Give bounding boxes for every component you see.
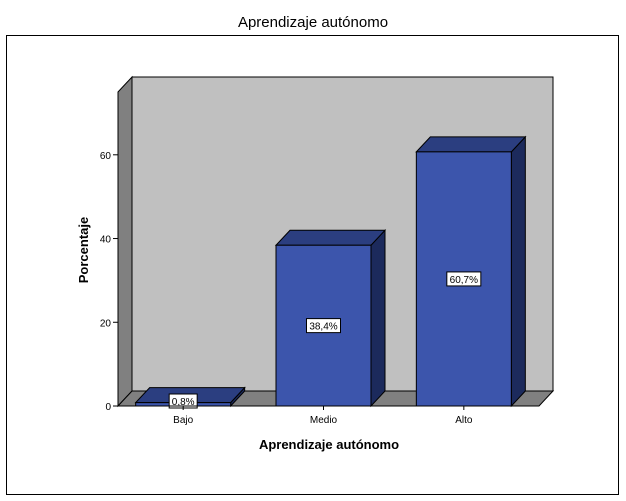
data-label: 60,7% bbox=[450, 275, 478, 286]
data-label: 0,8% bbox=[172, 397, 195, 408]
y-tick-label: 60 bbox=[100, 151, 112, 162]
y-axis-label: Porcentaje bbox=[76, 217, 91, 283]
bar-alto: 60,7% bbox=[415, 135, 527, 408]
bar-side bbox=[370, 228, 386, 408]
bar-bajo: 0,8% bbox=[134, 386, 246, 409]
bar-top bbox=[274, 229, 387, 246]
x-tick-label: Bajo bbox=[173, 415, 193, 426]
y-tick-label: 0 bbox=[105, 402, 111, 413]
bar-medio: 38,4% bbox=[274, 228, 387, 408]
chart-title: Aprendizaje autónomo bbox=[238, 14, 388, 31]
data-label-box bbox=[446, 271, 482, 287]
y-axis: 0 20 40 60 bbox=[100, 92, 119, 413]
y-tick-label: 20 bbox=[100, 318, 112, 329]
x-axis-label: Aprendizaje autónomo bbox=[259, 437, 399, 452]
x-axis: Bajo Medio Alto bbox=[118, 405, 539, 426]
y-tick-label: 40 bbox=[100, 235, 112, 246]
x-tick-label: Medio bbox=[310, 415, 338, 426]
data-label-box bbox=[306, 318, 341, 334]
bar-top bbox=[415, 136, 527, 153]
side-wall bbox=[117, 75, 133, 408]
x-tick-label: Alto bbox=[455, 415, 473, 426]
bar-side bbox=[510, 135, 526, 408]
bars: 0,8% 38,4% 60,7% bbox=[134, 135, 527, 409]
data-label: 38,4% bbox=[309, 322, 337, 333]
